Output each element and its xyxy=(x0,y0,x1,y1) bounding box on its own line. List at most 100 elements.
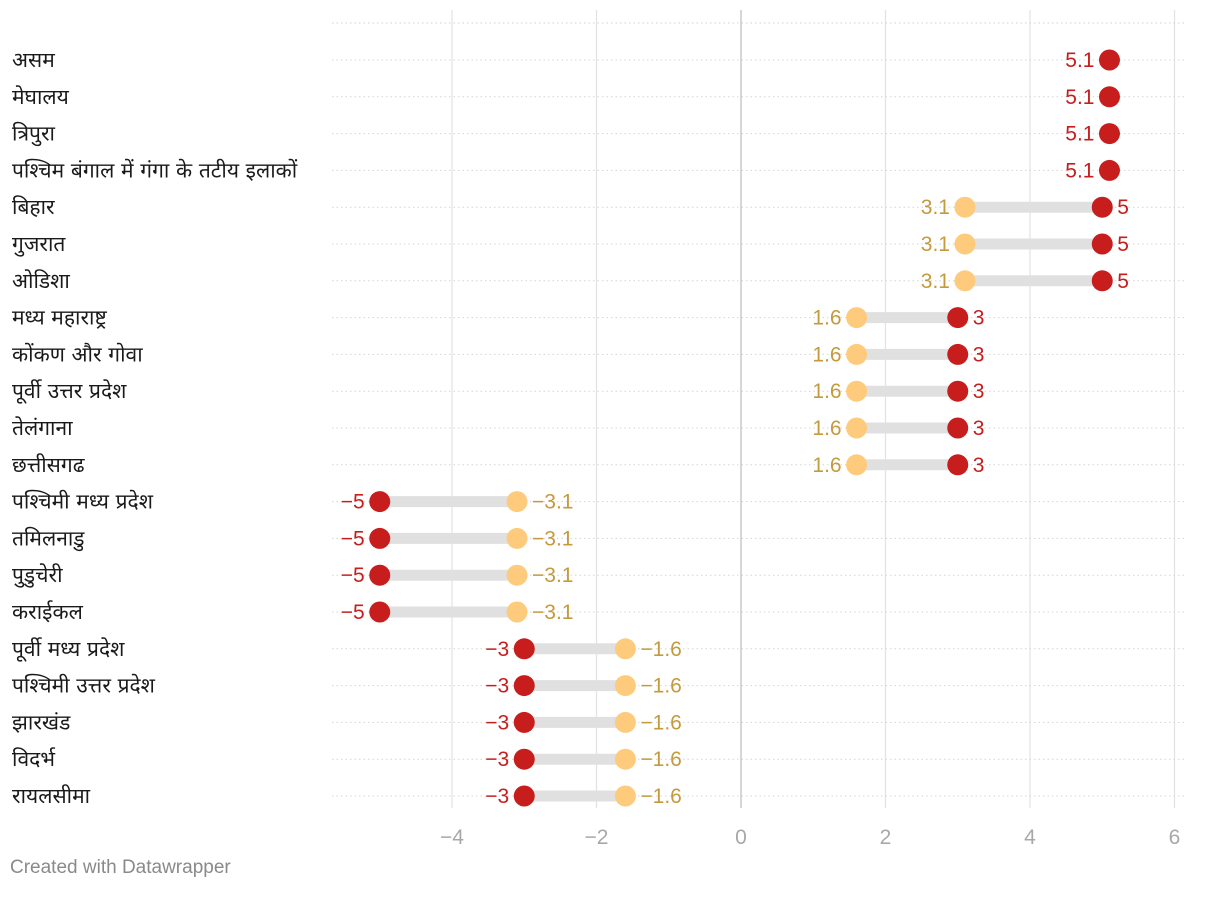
yellow-dot xyxy=(846,343,868,365)
red-value-label: 3 xyxy=(973,307,985,330)
yellow-dot xyxy=(614,675,636,697)
yellow-dot xyxy=(506,601,528,623)
x-tick-label: −2 xyxy=(585,826,609,849)
red-value-label: −5 xyxy=(341,564,365,587)
red-value-label: 5.1 xyxy=(1065,159,1094,182)
yellow-value-label: −3.1 xyxy=(532,491,573,514)
red-value-label: −5 xyxy=(341,527,365,550)
row-label: पश्चिमी मध्य प्रदेश xyxy=(12,490,154,514)
yellow-dot xyxy=(846,454,868,476)
yellow-dot xyxy=(846,380,868,402)
red-value-label: −3 xyxy=(485,711,509,734)
row-label: तमिलनाडु xyxy=(12,526,85,551)
yellow-dot xyxy=(846,417,868,439)
row-label: रायलसीमा xyxy=(12,784,91,808)
yellow-value-label: 1.6 xyxy=(812,343,841,366)
row-label: कोंकण और गोवा xyxy=(12,342,143,366)
x-tick-label: 6 xyxy=(1169,826,1181,849)
yellow-value-label: −1.6 xyxy=(640,785,681,808)
yellow-value-label: 1.6 xyxy=(812,307,841,330)
row-label: पुडुचेरी xyxy=(12,563,63,588)
footer-credit: Created with Datawrapper xyxy=(10,857,231,878)
red-value-label: 5 xyxy=(1117,270,1129,293)
yellow-dot xyxy=(614,711,636,733)
red-dot xyxy=(1098,159,1120,181)
x-tick-label: 4 xyxy=(1024,826,1036,849)
red-value-label: −5 xyxy=(341,491,365,514)
row-label: असम xyxy=(12,48,55,72)
red-value-label: −3 xyxy=(485,748,509,771)
x-tick-label: 2 xyxy=(880,826,892,849)
row-label: छत्तीसगढ xyxy=(12,453,86,477)
yellow-dot xyxy=(954,233,976,255)
red-value-label: −3 xyxy=(485,675,509,698)
row-label: पश्चिमी उत्तर प्रदेश xyxy=(12,674,156,698)
red-value-label: 5 xyxy=(1117,233,1129,256)
red-dot xyxy=(947,454,969,476)
red-dot xyxy=(1091,233,1113,255)
yellow-value-label: −3.1 xyxy=(532,601,573,624)
row-label: बिहार xyxy=(12,195,55,219)
red-dot xyxy=(1098,86,1120,108)
red-dot xyxy=(513,711,535,733)
yellow-value-label: 3.1 xyxy=(921,270,950,293)
yellow-value-label: 3.1 xyxy=(921,196,950,219)
x-tick-label: −4 xyxy=(440,826,464,849)
yellow-value-label: 1.6 xyxy=(812,417,841,440)
red-value-label: 3 xyxy=(973,343,985,366)
red-dot xyxy=(513,638,535,660)
red-dot xyxy=(369,564,391,586)
row-label: तेलंगाना xyxy=(12,416,73,440)
red-value-label: −3 xyxy=(485,638,509,661)
yellow-dot xyxy=(614,748,636,770)
yellow-dot xyxy=(614,638,636,660)
row-label: कराईकल xyxy=(12,600,84,624)
yellow-value-label: 3.1 xyxy=(921,233,950,256)
yellow-value-label: 1.6 xyxy=(812,380,841,403)
yellow-value-label: −1.6 xyxy=(640,748,681,771)
x-tick-label: 0 xyxy=(735,826,747,849)
yellow-value-label: −3.1 xyxy=(532,564,573,587)
red-value-label: −3 xyxy=(485,785,509,808)
row-label: पूर्वी मध्य प्रदेश xyxy=(12,637,125,662)
red-value-label: 3 xyxy=(973,380,985,403)
yellow-value-label: 1.6 xyxy=(812,454,841,477)
red-dot xyxy=(369,601,391,623)
yellow-dot xyxy=(506,564,528,586)
row-label: पूर्वी उत्तर प्रदेश xyxy=(12,379,127,404)
row-label: गुजरात xyxy=(12,232,66,257)
yellow-value-label: −1.6 xyxy=(640,711,681,734)
red-dot xyxy=(513,748,535,770)
red-value-label: 5.1 xyxy=(1065,86,1094,109)
yellow-dot xyxy=(614,785,636,807)
red-value-label: 5 xyxy=(1117,196,1129,219)
red-dot xyxy=(369,491,391,513)
red-dot xyxy=(947,343,969,365)
red-dot xyxy=(1091,270,1113,292)
row-label: मध्य महाराष्ट्र xyxy=(12,306,107,330)
red-dot xyxy=(1091,196,1113,218)
red-dot xyxy=(369,527,391,549)
row-label: झारखंड xyxy=(12,710,71,734)
red-dot xyxy=(513,785,535,807)
red-value-label: 3 xyxy=(973,454,985,477)
yellow-value-label: −3.1 xyxy=(532,527,573,550)
red-dot xyxy=(1098,123,1120,145)
row-label: मेघालय xyxy=(12,85,70,109)
row-label: त्रिपुरा xyxy=(12,122,56,147)
yellow-value-label: −1.6 xyxy=(640,638,681,661)
red-value-label: −5 xyxy=(341,601,365,624)
row-label: ओडिशा xyxy=(12,269,70,293)
red-dot xyxy=(1098,49,1120,71)
red-value-label: 5.1 xyxy=(1065,123,1094,146)
row-label: पश्चिम बंगाल में गंगा के तटीय इलाकों xyxy=(12,158,298,182)
yellow-value-label: −1.6 xyxy=(640,675,681,698)
red-value-label: 5.1 xyxy=(1065,49,1094,72)
yellow-dot xyxy=(954,196,976,218)
yellow-dot xyxy=(846,307,868,329)
red-dot xyxy=(947,380,969,402)
yellow-dot xyxy=(954,270,976,292)
red-value-label: 3 xyxy=(973,417,985,440)
red-dot xyxy=(947,307,969,329)
